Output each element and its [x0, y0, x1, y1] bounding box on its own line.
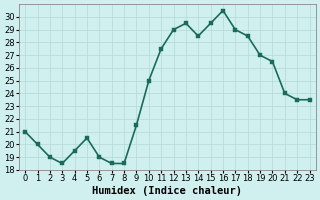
X-axis label: Humidex (Indice chaleur): Humidex (Indice chaleur)	[92, 186, 242, 196]
